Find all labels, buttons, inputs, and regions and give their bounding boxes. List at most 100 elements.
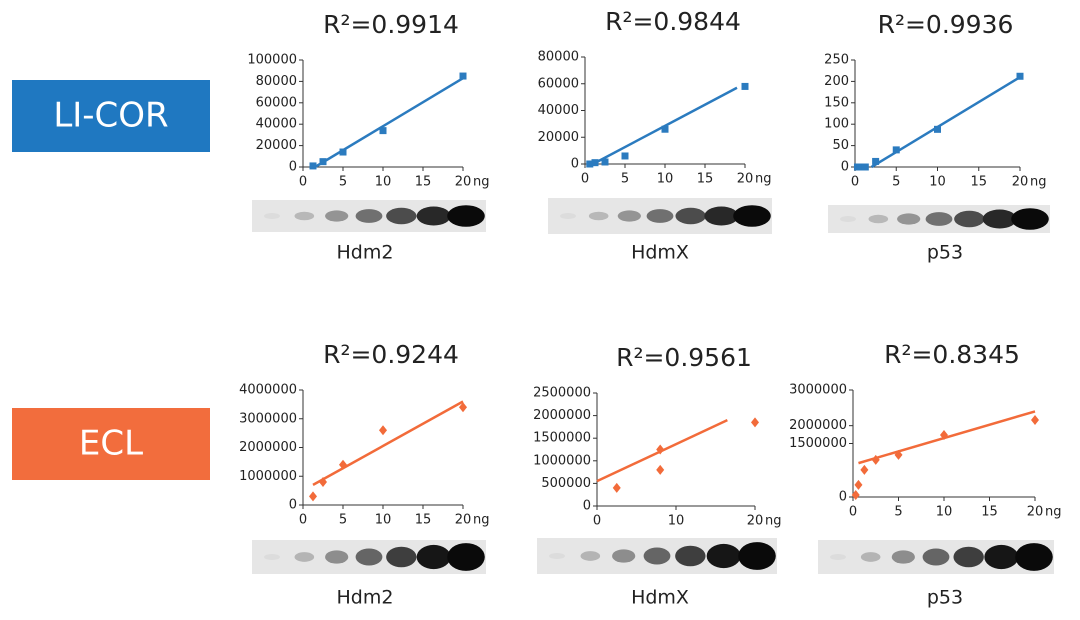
group-box [12,408,210,480]
gel-band [264,213,280,219]
y-tick-label: 150 [824,95,849,110]
y-tick-label: 40000 [538,103,579,118]
gel-band [560,213,576,219]
x-tick-label: 5 [892,175,900,190]
y-tick-label: 80000 [256,74,297,89]
gel-band [954,210,985,228]
y-tick-label: 100000 [247,53,297,68]
y-tick-label: 80000 [538,50,579,65]
gel-band [355,548,383,566]
x-tick-label: 10 [668,514,685,529]
y-tick-label: 50 [832,138,849,153]
x-tick-label: 15 [970,175,987,190]
x-tick-label: 0 [299,513,307,528]
gel-band [1015,543,1053,571]
y-tick-label: 500000 [541,476,591,491]
gel-band [982,209,1017,229]
x-tick-label: 0 [851,175,859,190]
x-tick-label: 10 [375,175,392,190]
y-tick-label: 2000000 [789,418,847,433]
y-tick-label: 60000 [538,76,579,91]
gel-band [294,211,315,221]
point [621,152,629,160]
gel-band [868,214,889,224]
point [309,162,317,170]
y-tick-label: 2000000 [533,408,591,423]
group-box [12,80,210,152]
y-tick-label: 4000000 [239,383,297,398]
x-tick-label: 20 [747,514,764,529]
point [586,160,594,168]
point [860,464,869,475]
point [871,454,880,465]
point [309,491,317,502]
gel-band [891,550,915,564]
gel-band [264,554,280,560]
x-tick-label: 20 [737,172,754,187]
gel-band [860,552,881,562]
y-tick-label: 20000 [538,130,579,145]
x-tick-label: 15 [697,172,714,187]
x-tick-label: 10 [657,172,674,187]
gel-label: HdmX [631,242,689,264]
y-tick-label: 0 [571,157,579,172]
point [656,464,665,475]
x-unit: ng [765,514,782,529]
gel-band [416,206,451,226]
point [612,482,621,493]
chart-title: R²=0.8345 [884,340,1020,369]
gel-band [646,209,674,223]
point [1016,72,1024,80]
y-tick-label: 1000000 [239,469,297,484]
point [892,146,900,154]
trendline [858,410,1036,465]
y-tick-label: 250 [824,53,849,68]
gel-band [447,543,485,571]
x-tick-label: 20 [455,175,472,190]
y-tick-label: 200 [824,74,849,89]
gel-band [675,545,706,567]
point [319,477,327,487]
gel-band [840,216,856,222]
x-tick-label: 20 [1012,175,1029,190]
gel-band [294,552,315,562]
point [339,459,347,470]
chart-title: R²=0.9936 [878,10,1014,39]
x-tick-label: 5 [339,513,347,528]
point [934,125,941,133]
gel-band [925,212,953,226]
point [861,163,869,171]
x-unit: ng [473,513,490,528]
gel-label: p53 [927,587,963,609]
x-tick-label: 20 [1027,505,1044,520]
gel-band [386,546,417,568]
gel-band [984,544,1019,570]
y-tick-label: 40000 [256,117,297,132]
y-tick-label: 0 [583,499,591,514]
gel-band [830,554,846,560]
point [872,157,880,165]
x-tick-label: 10 [936,505,953,520]
gel-band [588,211,609,221]
gel-band [617,210,641,222]
point [940,429,948,440]
gel-band [643,547,671,565]
y-tick-label: 0 [841,160,849,175]
point [656,444,665,455]
y-tick-label: 3000000 [789,383,847,398]
point [661,125,669,133]
y-tick-label: 20000 [256,138,297,153]
point [601,158,609,166]
gel-band [953,546,984,568]
gel-band [447,205,485,227]
y-tick-label: 100 [824,117,849,132]
chart-title: R²=0.9244 [323,340,459,369]
gel-band [325,550,349,564]
x-tick-label: 5 [339,175,347,190]
point [894,449,903,460]
y-tick-label: 0 [289,160,297,175]
point [459,402,467,413]
gel-band [612,549,636,563]
trendline [312,400,464,486]
gel-band [733,205,771,227]
